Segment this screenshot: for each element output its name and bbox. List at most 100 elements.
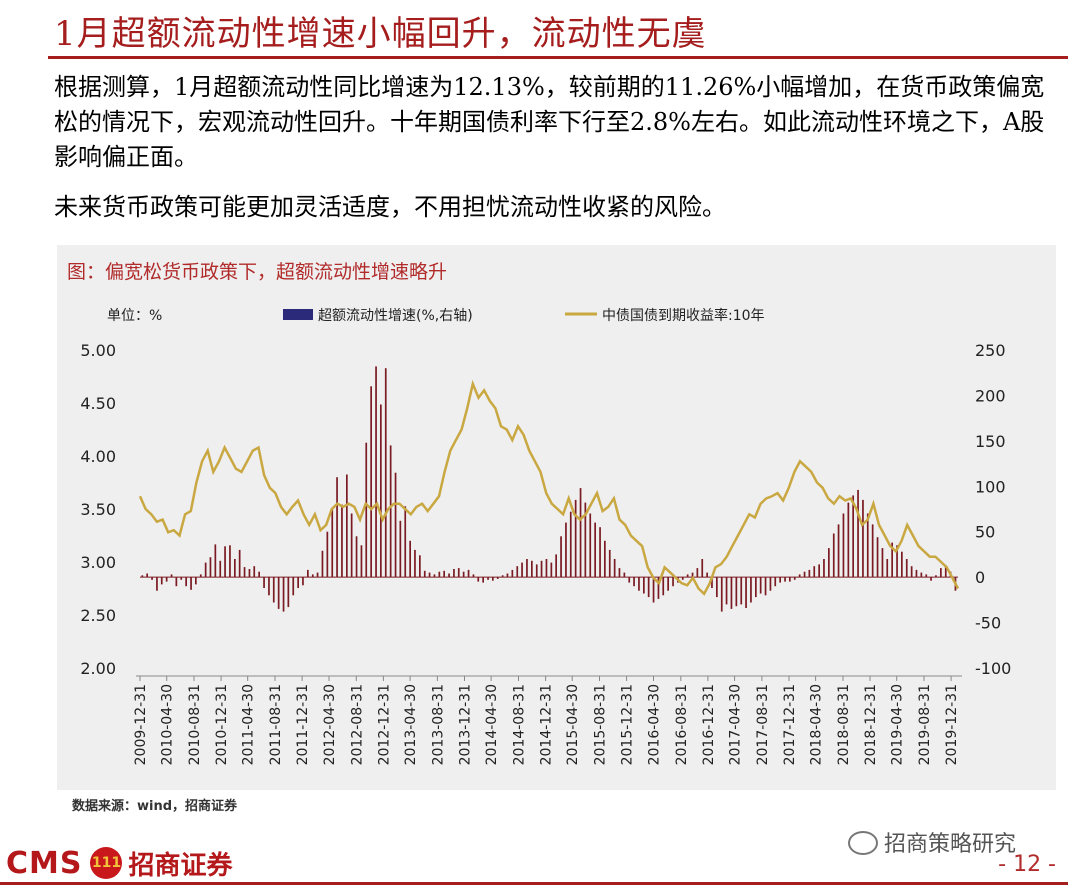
liquidity-bar bbox=[214, 544, 217, 578]
liquidity-bar bbox=[307, 569, 309, 578]
liquidity-bar bbox=[759, 577, 762, 594]
liquidity-bar bbox=[141, 575, 144, 578]
liquidity-bar bbox=[696, 568, 699, 578]
liquidity-bar bbox=[584, 502, 587, 578]
liquidity-bar bbox=[862, 499, 864, 578]
liquidity-bar bbox=[808, 569, 811, 578]
liquidity-bar bbox=[380, 404, 382, 578]
liquidity-bar bbox=[930, 577, 932, 581]
liquidity-bar bbox=[847, 502, 850, 578]
liquidity-bar bbox=[803, 571, 806, 578]
x-tick-label: 2013-04-30 bbox=[403, 684, 419, 765]
legend-bar-swatch bbox=[283, 309, 313, 320]
liquidity-bar bbox=[321, 550, 324, 578]
yield-series-line bbox=[138, 379, 960, 596]
liquidity-bar bbox=[540, 560, 543, 578]
liquidity-bar bbox=[438, 571, 441, 578]
liquidity-bar bbox=[487, 577, 489, 580]
liquidity-bar bbox=[472, 574, 475, 578]
liquidity-bar bbox=[740, 577, 743, 605]
x-tick-label: 2014-08-31 bbox=[512, 684, 528, 765]
right-tick-label: -50 bbox=[975, 614, 1001, 633]
liquidity-bar bbox=[555, 554, 557, 578]
right-axis-ticks: -100 -50 0 50 100 150 200 250 bbox=[975, 341, 1011, 678]
liquidity-bar bbox=[292, 577, 295, 596]
liquidity-bar bbox=[711, 577, 713, 588]
liquidity-bar bbox=[272, 577, 275, 603]
liquidity-bar bbox=[720, 577, 723, 612]
right-tick-label: 250 bbox=[975, 341, 1006, 360]
liquidity-bar bbox=[813, 566, 816, 578]
liquidity-bar bbox=[662, 577, 665, 596]
x-tick-label: 2012-12-31 bbox=[376, 684, 392, 765]
left-tick-label: 4.50 bbox=[80, 394, 116, 413]
liquidity-bar bbox=[725, 577, 728, 605]
liquidity-bar bbox=[545, 559, 548, 578]
liquidity-bar bbox=[238, 549, 241, 578]
liquidity-bar bbox=[394, 472, 397, 578]
liquidity-bar bbox=[346, 474, 348, 578]
data-source: 数据来源：wind，招商证券 bbox=[72, 799, 238, 814]
liquidity-bar bbox=[165, 577, 168, 582]
liquidity-bar bbox=[652, 577, 655, 603]
liquidity-bar bbox=[594, 522, 596, 578]
liquidity-bar bbox=[462, 571, 465, 578]
liquidity-bar bbox=[263, 577, 265, 588]
liquidity-bar bbox=[355, 536, 358, 578]
x-tick-label: 2014-04-30 bbox=[484, 684, 500, 765]
liquidity-bar bbox=[365, 442, 368, 578]
title-rule bbox=[48, 56, 1068, 59]
liquidity-bar bbox=[789, 577, 791, 582]
liquidity-bar bbox=[170, 574, 173, 578]
liquidity-bar bbox=[550, 562, 553, 578]
liquidity-bar bbox=[643, 577, 645, 594]
liquidity-bar bbox=[506, 573, 509, 578]
liquidity-bar bbox=[531, 560, 533, 578]
liquidity-bar bbox=[477, 577, 480, 582]
left-tick-label: 3.50 bbox=[80, 500, 116, 519]
liquidity-bar bbox=[730, 577, 733, 609]
liquidity-bar bbox=[375, 366, 377, 578]
liquidity-bar bbox=[852, 495, 854, 578]
liquidity-bar bbox=[535, 564, 538, 578]
liquidity-bar bbox=[633, 577, 635, 587]
liquidity-bar bbox=[287, 577, 290, 608]
liquidity-bar bbox=[667, 577, 669, 591]
liquidity-bar bbox=[628, 577, 631, 583]
wechat-account: 招商策略研究 bbox=[848, 826, 1016, 858]
x-tick-label: 2015-08-31 bbox=[593, 684, 609, 765]
liquidity-bar bbox=[871, 524, 874, 578]
body-paragraph-1: 根据测算，1月超额流动性同比增速为12.13%，较前期的11.26%小幅增加，在… bbox=[54, 73, 1045, 171]
legend-bar-label: 超额流动性增速(%,右轴) bbox=[318, 308, 473, 324]
liquidity-bar bbox=[467, 569, 470, 578]
x-tick-label: 2016-12-31 bbox=[701, 684, 717, 765]
liquidity-bar bbox=[302, 577, 304, 586]
liquidity-bar bbox=[277, 577, 280, 609]
liquidity-bar bbox=[443, 570, 445, 578]
left-axis-ticks: 2.00 2.50 3.00 3.50 4.00 4.50 5.00 bbox=[80, 341, 116, 678]
liquidity-bar bbox=[881, 548, 884, 578]
liquidity-bar bbox=[691, 572, 694, 578]
liquidity-bar bbox=[686, 574, 689, 578]
liquidity-bar bbox=[657, 577, 660, 599]
liquidity-bar bbox=[876, 537, 879, 578]
liquidity-bar bbox=[735, 577, 738, 607]
x-tick-label: 2019-04-30 bbox=[890, 684, 906, 765]
liquidity-bar bbox=[326, 531, 329, 578]
liquidity-bar bbox=[482, 577, 484, 583]
liquidity-bar bbox=[716, 577, 718, 598]
liquidity-bar bbox=[613, 559, 616, 578]
liquidity-bar bbox=[599, 527, 601, 578]
liquidity-bar bbox=[209, 557, 212, 578]
liquidity-bar bbox=[842, 513, 845, 578]
liquidity-bar bbox=[866, 513, 869, 578]
liquidity-bar bbox=[579, 488, 582, 578]
liquidity-bar bbox=[565, 522, 567, 578]
liquidity-bar bbox=[521, 562, 523, 578]
liquidity-bar bbox=[316, 572, 319, 578]
x-tick-label: 2009-12-31 bbox=[133, 684, 149, 765]
liquidity-bar bbox=[574, 499, 577, 578]
liquidity-bar bbox=[623, 572, 626, 578]
x-tick-label: 2018-08-31 bbox=[836, 684, 852, 765]
